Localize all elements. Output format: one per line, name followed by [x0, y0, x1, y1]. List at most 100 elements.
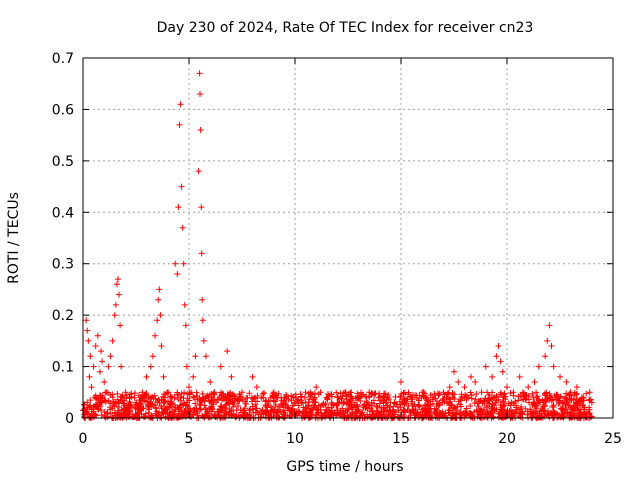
data-point — [237, 406, 244, 413]
data-point — [409, 406, 416, 413]
data-point — [510, 389, 517, 396]
data-point — [265, 398, 272, 405]
data-point — [297, 391, 304, 398]
data-point — [397, 394, 404, 401]
data-point — [203, 411, 210, 418]
data-point — [567, 414, 574, 421]
data-point — [225, 391, 232, 398]
data-point — [467, 414, 474, 421]
data-point — [239, 389, 245, 396]
data-point — [196, 70, 203, 77]
data-point — [252, 394, 259, 401]
data-point — [147, 363, 154, 370]
data-point — [157, 312, 164, 319]
data-point — [264, 404, 271, 411]
data-point — [159, 393, 166, 400]
data-point — [198, 250, 205, 257]
data-point — [298, 394, 305, 401]
data-point — [412, 392, 419, 399]
data-point — [150, 395, 157, 402]
data-point — [190, 411, 197, 418]
data-point — [307, 391, 314, 398]
data-point — [500, 410, 507, 417]
data-point — [347, 396, 354, 403]
data-point — [87, 402, 94, 409]
data-point — [138, 395, 145, 402]
data-point — [339, 393, 346, 400]
data-point — [326, 408, 333, 415]
data-point — [435, 402, 442, 409]
data-point — [306, 396, 313, 403]
data-point — [283, 393, 290, 400]
data-point — [382, 390, 389, 397]
data-point — [474, 413, 481, 420]
data-point — [190, 373, 197, 380]
data-point — [512, 402, 519, 409]
x-tick-label: 5 — [185, 431, 194, 447]
data-point — [581, 404, 588, 411]
data-point — [443, 394, 450, 401]
data-point — [137, 400, 144, 407]
data-point — [226, 400, 233, 407]
data-point — [186, 384, 192, 391]
data-point — [423, 394, 430, 401]
data-point — [197, 91, 204, 97]
data-point — [398, 379, 404, 385]
data-point — [231, 401, 238, 408]
data-point — [202, 353, 209, 360]
data-point — [488, 409, 495, 416]
data-point — [121, 400, 128, 407]
data-point — [476, 398, 482, 405]
data-point — [88, 384, 95, 391]
data-point — [330, 411, 337, 418]
data-point — [354, 395, 361, 402]
data-point — [197, 401, 204, 408]
data-point — [159, 409, 166, 416]
data-point — [92, 343, 99, 349]
data-point — [171, 394, 178, 401]
data-point — [103, 389, 110, 396]
data-point — [126, 394, 133, 401]
data-point — [463, 396, 470, 403]
data-point — [363, 403, 370, 410]
data-point — [199, 317, 206, 324]
data-point — [301, 406, 308, 413]
data-point — [340, 410, 347, 417]
data-point — [296, 408, 303, 415]
data-point — [523, 391, 530, 398]
grid — [83, 58, 613, 418]
data-point — [200, 337, 207, 344]
data-point — [161, 390, 168, 397]
data-point — [445, 410, 452, 417]
data-point — [562, 395, 569, 402]
data-point — [176, 414, 183, 421]
data-point — [230, 403, 237, 410]
data-point — [519, 411, 526, 418]
data-point — [571, 405, 578, 412]
data-point — [534, 393, 541, 400]
data-point — [290, 393, 297, 400]
data-point — [183, 363, 190, 370]
data-point — [113, 281, 120, 288]
data-point — [313, 384, 320, 391]
data-point — [536, 414, 543, 421]
data-point — [364, 399, 371, 406]
data-point — [421, 390, 428, 397]
x-axis-label: GPS time / hours — [286, 459, 403, 475]
data-point — [373, 403, 380, 410]
data-point — [145, 409, 152, 416]
data-point — [355, 394, 362, 401]
data-point — [142, 392, 149, 399]
data-point — [543, 389, 550, 396]
x-tick-label: 25 — [604, 431, 622, 447]
data-point — [492, 399, 499, 406]
data-point — [105, 397, 112, 404]
data-point — [199, 296, 206, 303]
data-point — [397, 404, 404, 411]
data-point — [114, 390, 121, 397]
data-point — [221, 395, 228, 402]
data-point — [325, 391, 332, 398]
data-point — [272, 398, 279, 405]
data-point — [309, 407, 316, 414]
data-point — [99, 395, 106, 402]
